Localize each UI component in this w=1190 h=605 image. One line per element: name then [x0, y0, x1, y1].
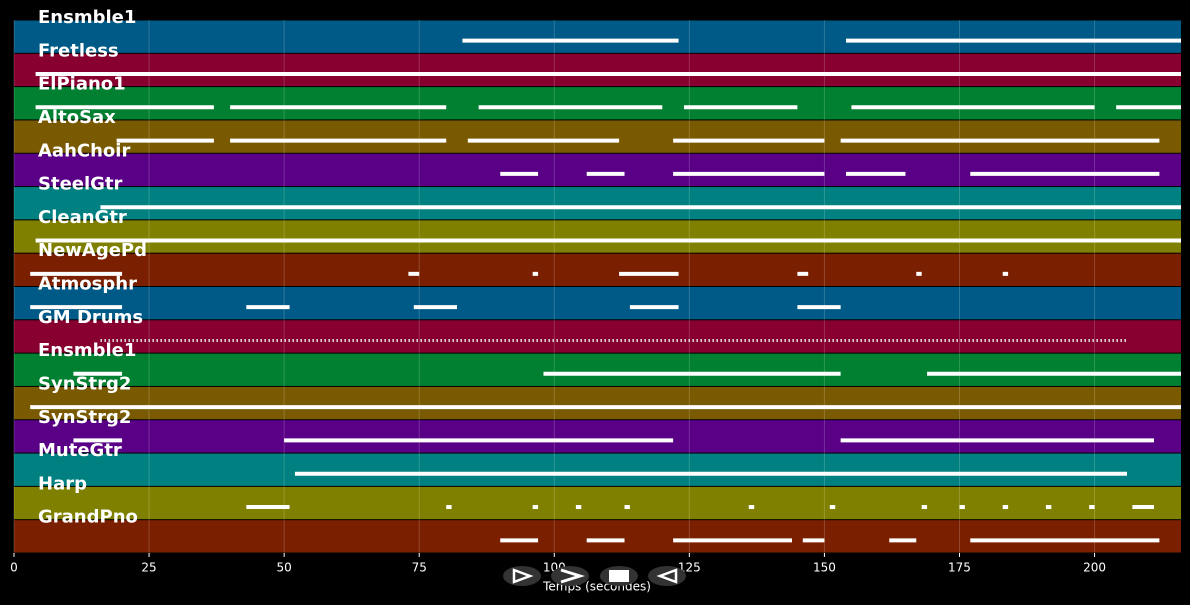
track-row	[14, 486, 1181, 520]
track-row	[14, 287, 1181, 320]
track-name: CleanGtr	[38, 207, 127, 228]
play-button[interactable]	[503, 566, 541, 586]
track-row	[14, 220, 1181, 253]
track-row	[14, 187, 1181, 220]
icon	[512, 568, 534, 584]
track-name: NewAgePd	[38, 240, 147, 261]
track-row	[14, 520, 1181, 553]
button-bg[interactable]	[648, 566, 686, 586]
icon	[609, 570, 629, 582]
track-row	[14, 453, 1181, 486]
track-name: SteelGtr	[38, 174, 123, 195]
track-name: GrandPno	[38, 507, 138, 528]
track-row	[14, 153, 1181, 187]
track-name: GM Drums	[38, 307, 143, 328]
track-row	[14, 87, 1181, 120]
x-tick-label: 50	[276, 561, 291, 575]
rewind-button[interactable]	[648, 566, 686, 586]
x-tick-label: 0	[10, 561, 18, 575]
rows	[14, 20, 1181, 553]
track-row	[14, 353, 1181, 386]
forward-button[interactable]	[551, 566, 589, 586]
track-name: AahChoir	[38, 140, 130, 161]
icon	[656, 568, 678, 584]
notes	[30, 38, 1181, 543]
track-name: Harp	[38, 473, 87, 494]
track-row	[14, 53, 1181, 87]
track-name: Ensmble1	[38, 7, 136, 28]
track-name: Atmosphr	[38, 274, 137, 295]
x-tick-label: 150	[813, 561, 836, 575]
track-row	[14, 386, 1181, 420]
x-tick-label: 200	[1083, 561, 1106, 575]
track-row	[14, 20, 1181, 53]
icon	[560, 568, 585, 584]
track-name: Ensmble1	[38, 340, 136, 361]
track-row	[14, 420, 1181, 453]
x-tick-label: 175	[948, 561, 971, 575]
track-row	[14, 253, 1181, 286]
track-row	[14, 320, 1181, 353]
labels: Ensmble1 Fretless ElPiano1 AltoSax AahChoir S…	[38, 7, 147, 528]
track-name: SynStrg2	[38, 407, 131, 428]
track-name: ElPiano1	[38, 74, 126, 95]
track-name: Fretless	[38, 40, 119, 61]
playback-controls	[503, 566, 686, 586]
button-bg[interactable]	[503, 566, 541, 586]
stop-button[interactable]	[600, 566, 638, 586]
x-tick-label: 125	[678, 561, 701, 575]
track-name: SynStrg2	[38, 373, 131, 394]
button-bg[interactable]	[551, 566, 589, 586]
x-tick-label: 25	[141, 561, 156, 575]
x-tick-label: 75	[412, 561, 427, 575]
track-name: MuteGtr	[38, 440, 122, 461]
track-row	[14, 120, 1181, 153]
track-name: AltoSax	[38, 107, 116, 128]
